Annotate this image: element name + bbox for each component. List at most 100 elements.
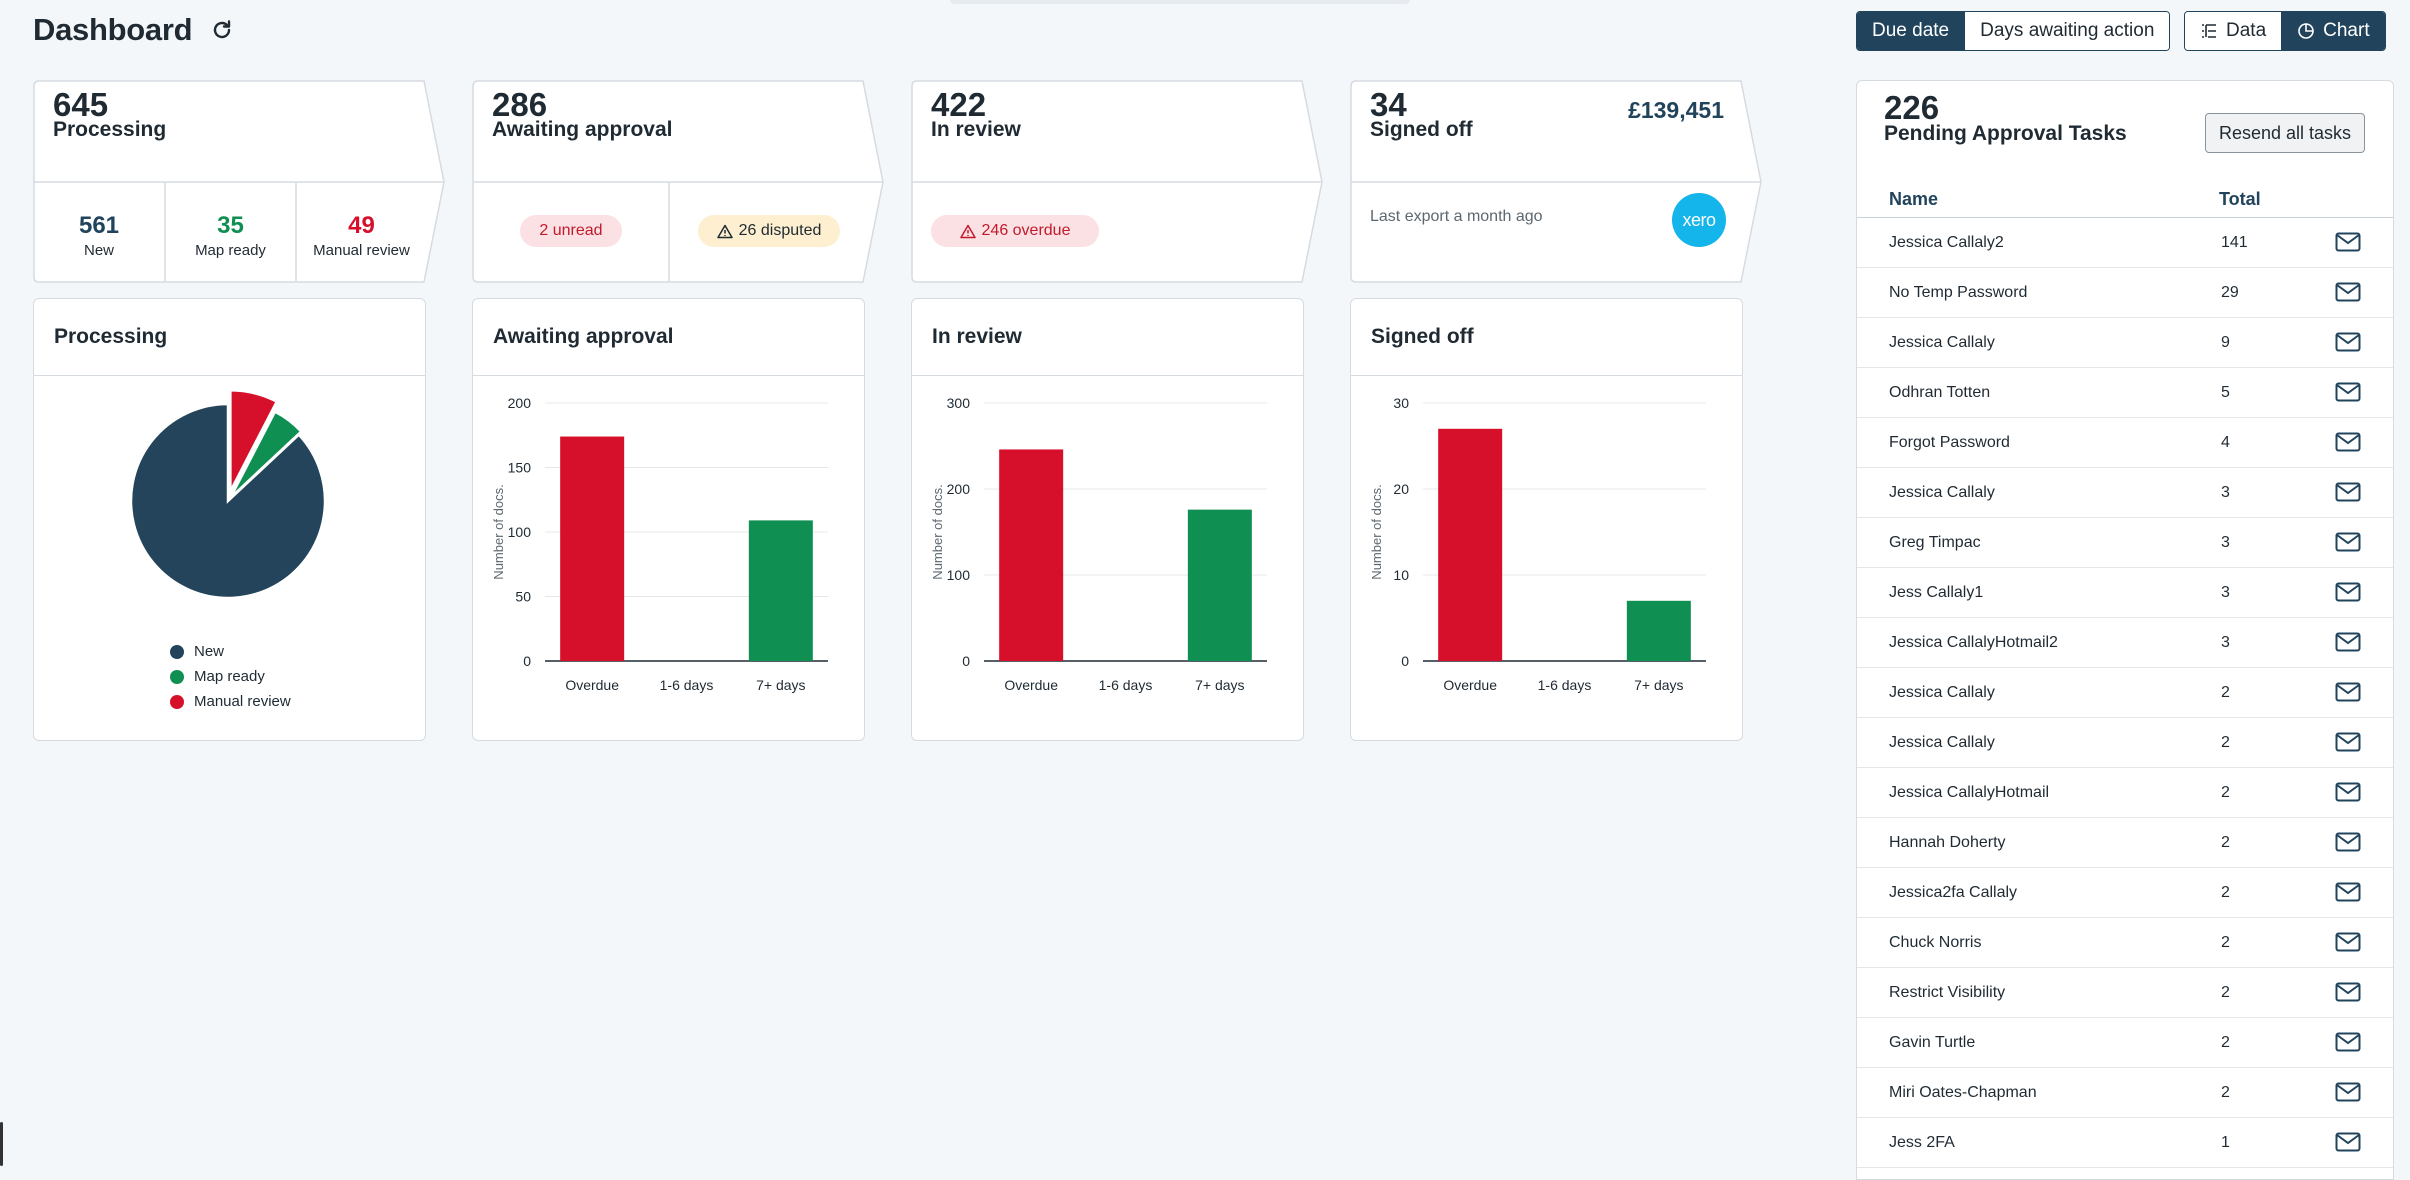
tasks-table-header: Name Total xyxy=(1857,183,2393,218)
unread-badge[interactable]: 2 unread xyxy=(520,215,622,247)
table-row[interactable]: Hannah Doherty 2 xyxy=(1857,818,2393,868)
mail-icon[interactable] xyxy=(2335,282,2361,307)
processing-sub-manual-review[interactable]: 49 Manual review xyxy=(296,212,427,259)
mail-icon[interactable] xyxy=(2335,382,2361,407)
table-row[interactable]: Jess 2FA 1 xyxy=(1857,1118,2393,1168)
bar-7-days[interactable] xyxy=(1626,600,1691,661)
status-card-in-review[interactable]: 422 In review 246 overdue xyxy=(911,80,1323,284)
tasks-label: Pending Approval Tasks xyxy=(1884,122,2127,145)
table-row[interactable]: Jessica CallalyHotmail 2 xyxy=(1857,768,2393,818)
bar-overdue[interactable] xyxy=(1438,428,1503,661)
y-axis-label: Number of docs. xyxy=(930,484,945,579)
table-row[interactable]: Forgot Password 4 xyxy=(1857,418,2393,468)
table-row[interactable]: Jessica Callaly 9 xyxy=(1857,318,2393,368)
table-row[interactable]: Restrict Visibility 2 xyxy=(1857,968,2393,1018)
pie-slice-new[interactable] xyxy=(129,402,327,600)
table-row[interactable]: Jessica CallalyHotmail2 3 xyxy=(1857,618,2393,668)
bar-overdue[interactable] xyxy=(999,449,1064,661)
bar-overdue[interactable] xyxy=(560,436,625,661)
mail-icon[interactable] xyxy=(2335,832,2361,857)
table-row[interactable]: Gavin Turtle 2 xyxy=(1857,1018,2393,1068)
refresh-icon[interactable] xyxy=(210,17,236,43)
mail-icon[interactable] xyxy=(2335,782,2361,807)
processing-count: 645 xyxy=(53,86,109,123)
x-tick-label: 7+ days xyxy=(756,677,805,693)
page-title: Dashboard xyxy=(33,12,193,47)
mail-icon[interactable] xyxy=(2335,532,2361,557)
status-card-processing[interactable]: 645 Processing 561 New 35 Map ready 49 M… xyxy=(33,80,445,284)
pie-slice-manual-review[interactable] xyxy=(229,389,279,492)
column-header-name[interactable]: Name xyxy=(1889,189,1939,209)
chart-title-processing: Processing xyxy=(34,299,425,376)
mail-icon[interactable] xyxy=(2335,1132,2361,1157)
task-name: Chuck Norris xyxy=(1889,934,1982,951)
table-row[interactable]: Jessica Callaly 2 xyxy=(1857,718,2393,768)
signed-off-bar-chart: 0 10 20 30 Number of docs. Overdue 1-6 days 7+ … xyxy=(1369,395,1706,693)
data-view-toggle[interactable]: Data xyxy=(2185,12,2282,50)
bar-7-days[interactable] xyxy=(748,520,813,661)
pie-slice-map-ready[interactable] xyxy=(229,409,303,499)
table-row[interactable]: Odhran Totten 5 xyxy=(1857,368,2393,418)
new-count: 561 xyxy=(78,212,120,239)
table-row[interactable]: No Temp Password 29 xyxy=(1857,268,2393,318)
y-tick-label: 0 xyxy=(1401,653,1409,669)
mail-icon[interactable] xyxy=(2335,1082,2361,1107)
task-total: 3 xyxy=(2221,484,2230,501)
mail-icon[interactable] xyxy=(2335,582,2361,607)
days-awaiting-toggle[interactable]: Days awaiting action xyxy=(1964,12,2170,50)
mail-icon[interactable] xyxy=(2335,982,2361,1007)
mail-icon[interactable] xyxy=(2335,232,2361,257)
x-tick-label: Overdue xyxy=(565,677,619,693)
legend-label: New xyxy=(194,643,225,660)
map-ready-label: Map ready xyxy=(195,242,266,259)
chart-panel-signed-off: Signed off 0 10 20 30 Number of docs. Overdue… xyxy=(1350,298,1743,741)
view-mode-toggle: Data Chart xyxy=(2184,11,2386,51)
disputed-badge[interactable]: 26 disputed xyxy=(698,215,840,247)
tasks-table-body: Jessica Callaly2 141 No Temp Password 29 Jes… xyxy=(1857,218,2393,1168)
table-row[interactable]: Jessica Callaly 3 xyxy=(1857,468,2393,518)
y-tick-label: 0 xyxy=(523,653,531,669)
task-total: 5 xyxy=(2221,384,2230,401)
resend-all-tasks-button[interactable]: Resend all tasks xyxy=(2205,113,2365,153)
table-row[interactable]: Miri Oates-Chapman 2 xyxy=(1857,1068,2393,1118)
overdue-badge[interactable]: 246 overdue xyxy=(931,215,1099,247)
mail-icon[interactable] xyxy=(2335,732,2361,757)
processing-sub-map-ready[interactable]: 35 Map ready xyxy=(165,212,296,259)
mail-icon[interactable] xyxy=(2335,932,2361,957)
mail-icon[interactable] xyxy=(2335,632,2361,657)
legend-item-map-ready[interactable]: Map ready xyxy=(170,664,291,689)
processing-pie-chart xyxy=(129,389,327,600)
mail-icon[interactable] xyxy=(2335,1032,2361,1057)
legend-item-manual-review[interactable]: Manual review xyxy=(170,689,291,714)
chart-view-toggle[interactable]: Chart xyxy=(2281,12,2385,50)
table-row[interactable]: Greg Timpac 3 xyxy=(1857,518,2393,568)
status-card-signed-off[interactable]: 34 Signed off £139,451 Last export a mon… xyxy=(1350,80,1762,284)
bar-7-days[interactable] xyxy=(1187,509,1252,661)
xero-logo[interactable]: xero xyxy=(1672,193,1726,247)
warning-icon xyxy=(716,224,733,238)
column-header-total[interactable]: Total xyxy=(2219,189,2261,209)
awaiting-approval-bar-chart: 0 50 100 150 200 Number of docs. Overdue 1-6 da… xyxy=(491,395,828,693)
legend-item-new[interactable]: New xyxy=(170,639,291,664)
mail-icon[interactable] xyxy=(2335,882,2361,907)
table-row[interactable]: Jessica Callaly2 141 xyxy=(1857,218,2393,268)
status-card-awaiting-approval[interactable]: 286 Awaiting approval 2 unread 26 disput… xyxy=(472,80,884,284)
table-row[interactable]: Jessica Callaly 2 xyxy=(1857,668,2393,718)
due-date-toggle[interactable]: Due date xyxy=(1857,12,1965,50)
table-row[interactable]: Jess Callaly1 3 xyxy=(1857,568,2393,618)
y-tick-label: 150 xyxy=(508,460,532,476)
in-review-bar-chart: 0 100 200 300 Number of docs. Overdue 1-6 days… xyxy=(930,395,1267,693)
y-axis-label: Number of docs. xyxy=(491,484,506,579)
mail-icon[interactable] xyxy=(2335,432,2361,457)
mail-icon[interactable] xyxy=(2335,682,2361,707)
mail-icon[interactable] xyxy=(2335,482,2361,507)
table-row[interactable]: Chuck Norris 2 xyxy=(1857,918,2393,968)
task-total: 2 xyxy=(2221,684,2230,701)
mail-icon[interactable] xyxy=(2335,332,2361,357)
table-row[interactable]: Jessica2fa Callaly 2 xyxy=(1857,868,2393,918)
y-tick-label: 0 xyxy=(962,653,970,669)
processing-sub-new[interactable]: 561 New xyxy=(33,212,165,259)
task-name: Jessica Callaly xyxy=(1889,334,1995,351)
chart-panel-in-review: In review 0 100 200 300 Number of docs. Overd… xyxy=(911,298,1304,741)
task-name: No Temp Password xyxy=(1889,284,2028,301)
